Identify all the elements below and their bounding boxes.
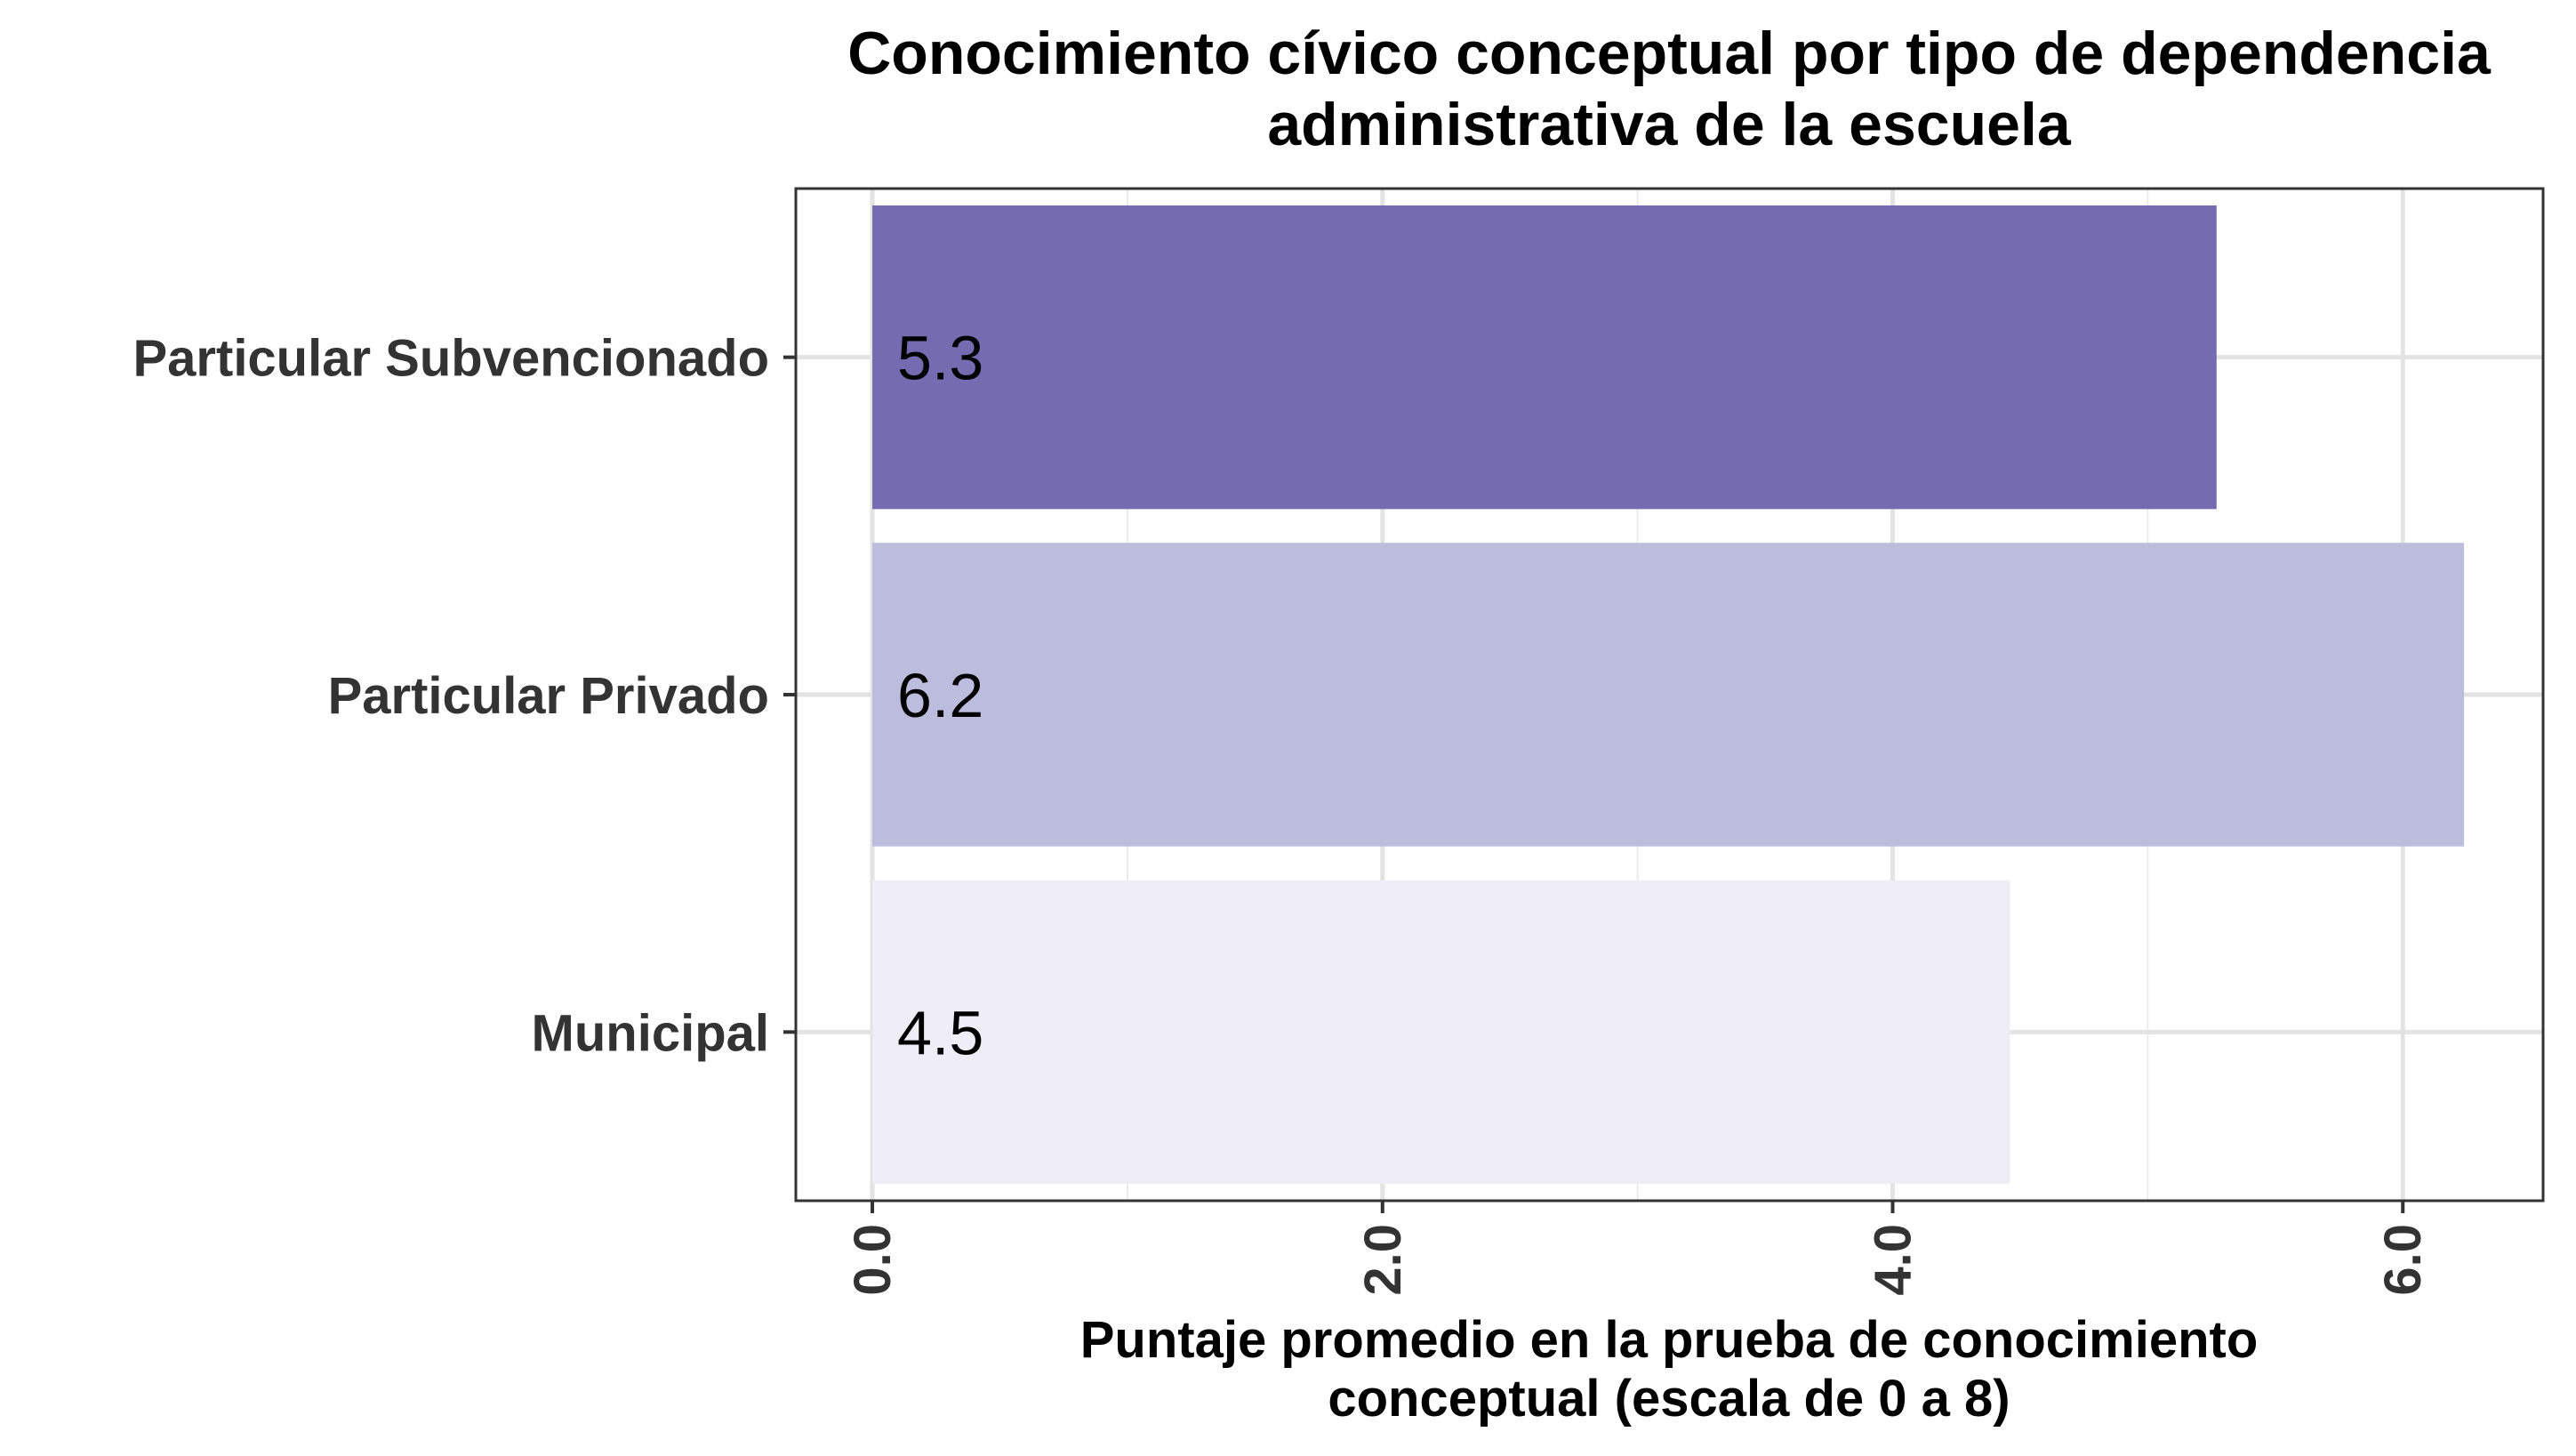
chart-title: Conocimiento cívico conceptual por tipo … <box>847 20 2492 158</box>
bar <box>872 880 2010 1185</box>
x-tick-label: 2.0 <box>1354 1224 1412 1296</box>
y-tick-label: Particular Subvencionado <box>132 330 769 388</box>
x-tick-label: 4.0 <box>1865 1224 1922 1296</box>
bar-value-label: 4.5 <box>897 998 983 1067</box>
bars <box>872 205 2465 1185</box>
x-axis-title-line: conceptual (escala de 0 a 8) <box>1328 1370 2010 1428</box>
y-axis: Particular Subvencionado Particular Priva… <box>132 330 796 1062</box>
chart-title-line: Conocimiento cívico conceptual por tipo … <box>847 20 2492 87</box>
value-labels: 5.3 6.2 4.5 <box>897 324 983 1068</box>
y-tick-label: Municipal <box>532 1004 769 1062</box>
y-tick-label: Particular Privado <box>328 667 769 725</box>
x-tick-label: 0.0 <box>844 1224 902 1296</box>
x-axis: 0.0 2.0 4.0 6.0 <box>844 1201 2432 1296</box>
x-tick-label: 6.0 <box>2374 1224 2432 1296</box>
x-axis-title-line: Puntaje promedio en la prueba de conocim… <box>1080 1311 2259 1369</box>
chart-title-line: administrativa de la escuela <box>1267 91 2072 158</box>
bar-value-label: 6.2 <box>897 661 983 730</box>
bar <box>872 543 2465 847</box>
bar <box>872 205 2217 510</box>
bar-value-label: 5.3 <box>897 324 983 393</box>
x-axis-title: Puntaje promedio en la prueba de conocim… <box>1080 1311 2259 1428</box>
